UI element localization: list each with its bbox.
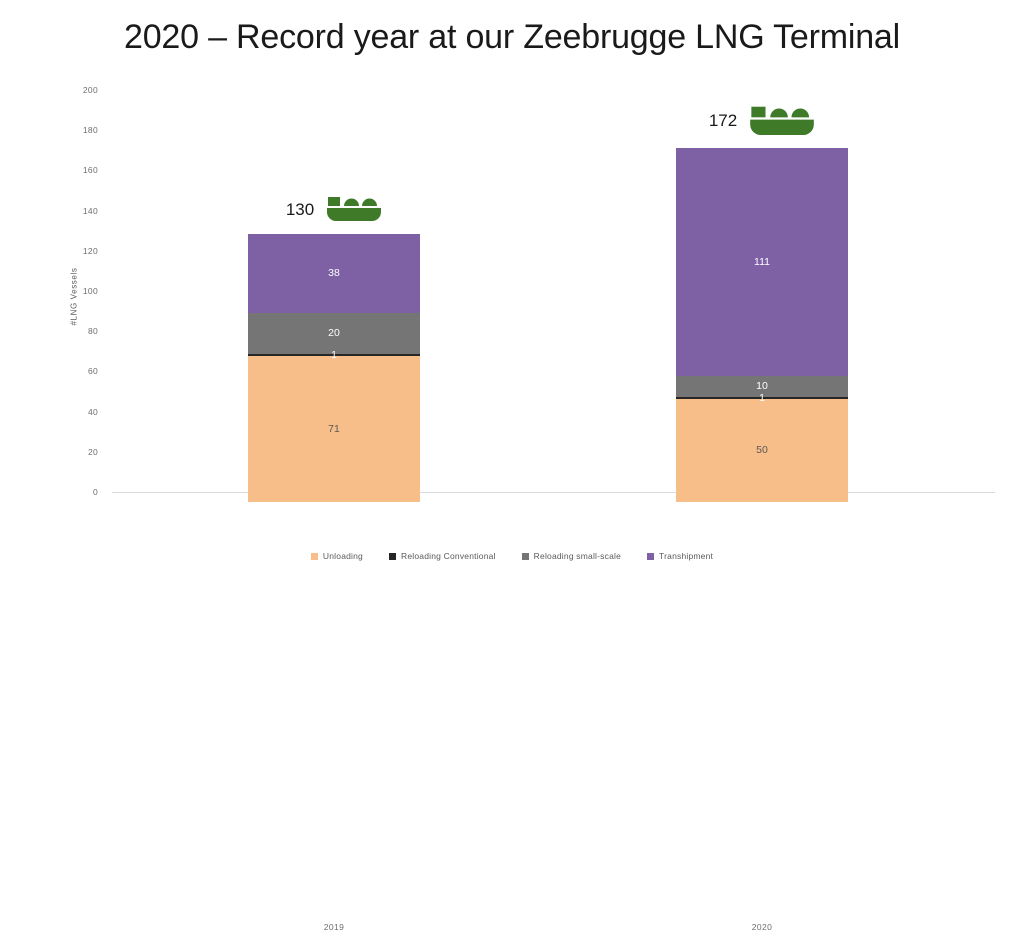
legend-item-reloading-small-scale[interactable]: Reloading small-scale — [521, 551, 622, 561]
bar-segment-2020-transhipment[interactable]: 111 — [676, 147, 848, 377]
bar-segment-value: 38 — [328, 267, 340, 280]
x-category-label-2019: 2019 — [323, 922, 345, 932]
chart-container: 200 180 160 140 120 100 80 60 40 20 0 #L… — [0, 80, 1024, 932]
y-tick-140: 140 — [82, 205, 98, 216]
y-tick-120: 120 — [82, 245, 98, 256]
bar-segment-value: 111 — [754, 255, 770, 268]
legend-item-reloading-conventional[interactable]: Reloading Conventional — [389, 551, 496, 561]
x-category-label-2020: 2020 — [751, 922, 773, 932]
bar-segment-2019-transhipment[interactable]: 38 — [248, 234, 420, 313]
y-tick-180: 180 — [82, 125, 98, 136]
page-title: 2020 – Record year at our Zeebrugge LNG … — [124, 18, 900, 56]
lng-vessel-icon — [749, 102, 815, 140]
y-tick-200: 200 — [82, 85, 98, 95]
legend-label: Unloading — [322, 551, 363, 561]
bar-segment-value: 10 — [756, 380, 768, 393]
bar-total-2020: 172 — [676, 102, 848, 140]
bar-segment-value: 50 — [756, 444, 768, 457]
bar-total-value-2020: 172 — [708, 110, 738, 130]
bar-segment-2020-unloading[interactable]: 50 — [676, 399, 848, 502]
bar-total-value-2019: 130 — [285, 199, 315, 219]
bar-segment-2020-reloading-small-scale[interactable]: 10 — [676, 376, 848, 397]
bar-segment-2020-reloading-conventional[interactable]: 1 — [676, 393, 848, 403]
legend-swatch-icon — [647, 552, 655, 560]
legend-label: Reloading Conventional — [401, 551, 496, 561]
legend-item-unloading[interactable]: Unloading — [310, 551, 363, 561]
legend-item-transhipment[interactable]: Transhipment — [647, 551, 713, 561]
y-axis-title: #LNG Vessels — [69, 267, 79, 326]
legend-label: Transhipment — [659, 551, 714, 561]
y-tick-60: 60 — [87, 366, 98, 377]
bar-total-2019: 130 — [248, 193, 420, 226]
lng-vessel-icon — [326, 193, 382, 226]
bar-segment-2019-reloading-small-scale[interactable]: 20 — [248, 312, 420, 354]
y-tick-40: 40 — [87, 406, 98, 417]
bar-segment-value: 71 — [328, 422, 340, 435]
y-tick-100: 100 — [82, 286, 98, 296]
plot-area: 130 38 20 — [112, 90, 995, 932]
chart-legend: Unloading Reloading Conventional Reloadi… — [0, 551, 1024, 561]
y-tick-80: 80 — [87, 326, 98, 337]
x-axis-line — [112, 492, 995, 493]
legend-swatch-icon — [310, 552, 318, 560]
stacked-bar-2020[interactable]: 172 111 10 — [676, 106, 848, 502]
y-tick-20: 20 — [87, 446, 98, 457]
bar-segment-value: 20 — [328, 326, 340, 339]
stacked-bar-2019[interactable]: 130 38 20 — [248, 197, 420, 502]
y-tick-160: 160 — [82, 165, 98, 176]
bar-segment-2019-reloading-conventional[interactable]: 1 — [248, 349, 420, 359]
bar-segment-value: 1 — [759, 391, 765, 404]
legend-swatch-icon — [389, 552, 396, 560]
bar-segment-value: 1 — [331, 348, 337, 361]
y-axis: 200 180 160 140 120 100 80 60 40 20 0 — [0, 80, 112, 512]
y-tick-0: 0 — [92, 487, 98, 497]
legend-swatch-icon — [521, 552, 529, 560]
legend-label: Reloading small-scale — [533, 551, 622, 561]
bar-segment-2019-unloading[interactable]: 71 — [248, 355, 420, 502]
